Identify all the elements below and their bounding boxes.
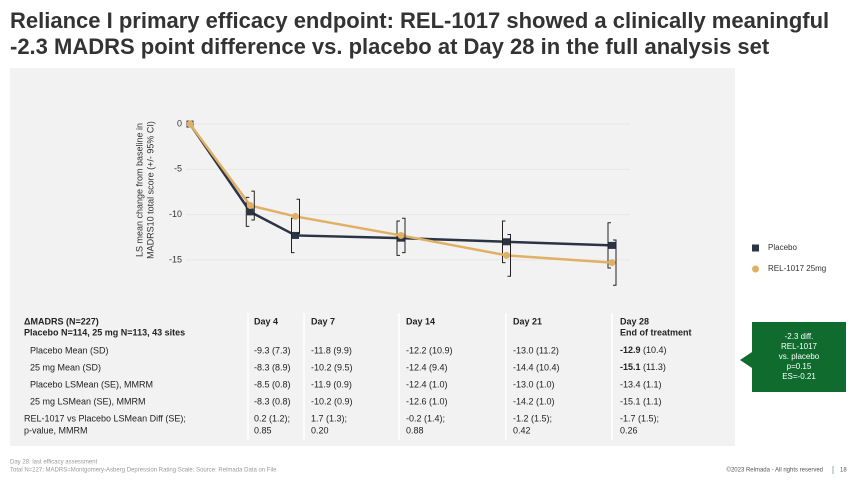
table-cell: 0.26 [620,425,638,435]
legend-marker [752,265,759,273]
point [186,120,194,128]
table-cell: -9.3 (7.3) [254,345,291,355]
table-header: ΔMADRS (N=227) [24,316,99,326]
table-cell: -0.2 (1.4); [406,413,445,423]
legend-label: REL-1017 25mg [768,264,826,273]
table-cell: -8.5 (0.8) [254,379,291,389]
error-bar [396,220,400,256]
series-line [188,123,613,247]
callout-text: vs. placebo [779,352,820,361]
table-cell: Placebo Mean (SD) [30,345,109,355]
table-cell: 0.42 [513,425,531,435]
y-tick-label: -10 [169,209,182,219]
table-cell: -1.7 (1.5); [620,413,659,423]
table-cell: -14.2 (1.0) [513,396,555,406]
error-bar [502,220,506,264]
table-cell-strong: -12.9 [620,345,641,355]
error-bar [245,196,250,227]
table-cell: -1.2 (1.5); [513,413,552,423]
table-cell: Placebo LSMean (SE), MMRM [30,379,153,389]
table-cell: -12.9 (10.4) [620,345,667,355]
point [292,231,299,239]
table-header: Day 21 [513,316,542,326]
table-cell-strong: -15.1 [620,362,641,372]
title: Reliance I primary efficacy endpoint: RE… [10,8,829,33]
title: -2.3 MADRS point difference vs. placebo … [10,34,770,59]
table-header: Day 4 [254,316,278,326]
table-cell: -8.3 (0.8) [254,396,291,406]
table-cell: -15.1 (11.3) [620,362,666,372]
table-cell: 0.85 [254,425,272,435]
y-axis-label-line: LS mean change from baseline in [134,123,144,257]
table-cell: 1.7 (1.3); [311,413,347,423]
error-bar [613,239,617,286]
table-cell: -13.0 (11.2) [513,345,559,355]
error-bar [607,222,611,269]
copyright: ©2023 Relmada - All rights reserved [727,467,823,474]
table-cell-text: (10.4) [643,345,667,355]
point [503,238,510,246]
table-cell: -12.4 (9.4) [406,362,448,372]
legend-marker [752,244,759,252]
error-bar [507,234,511,277]
error-bar [251,190,255,221]
table-cell: 25 mg Mean (SD) [30,362,101,372]
y-tick-label: -15 [169,254,182,264]
table-cell: -12.2 (10.9) [406,345,453,355]
callout-text: p=0.15 [787,362,812,371]
table-header: Day 7 [311,316,335,326]
point [246,208,254,216]
table-cell: -11.9 (0.9) [311,379,352,389]
error-bar [402,217,406,254]
table-cell: -12.4 (1.0) [406,379,448,389]
table-cell: -13.4 (1.1) [620,379,662,389]
table-cell: -11.8 (9.9) [311,345,352,355]
point [608,259,616,267]
legend-label: Placebo [768,243,797,252]
error-bar [296,198,300,235]
callout-text: REL-1017 [781,342,818,351]
callout-text: -2.3 diff. [785,332,814,341]
table-header: Day 28 [620,316,649,326]
table-cell: 0.2 (1.2); [254,413,290,423]
y-axis-label: LS mean change from baseline in MADRS10 t… [134,121,155,259]
callout-box [740,322,846,392]
table-header: Placebo N=114, 25 mg N=113, 43 sites [24,327,185,337]
table-cell: p-value, MMRM [24,425,88,435]
table-cell: REL-1017 vs Placebo LSMean Diff (SE); [24,413,186,423]
table-cell: -10.2 (9.5) [311,362,353,372]
footnote: Day 28: last efficacy assessment [10,460,98,466]
table-cell: -10.2 (0.9) [311,396,353,406]
table-header: Day 14 [406,316,435,326]
point [397,231,405,239]
table-cell: -8.3 (8.9) [254,362,291,372]
footnote: Total N=227; MADRS=Montgomery-Asberg Dep… [10,468,277,474]
callout-text: ES=-0.21 [782,372,816,381]
page-number: 18 [840,468,847,474]
table-cell: 0.20 [311,425,329,435]
y-axis-label-line: MADRS10 total score (+/- 95% CI) [145,121,155,259]
point [292,212,299,220]
table-cell: -15.1 (1.1) [620,396,662,406]
point [246,202,254,210]
series-line [188,123,613,264]
y-tick-label: -5 [174,164,182,174]
panel [10,68,735,446]
table-header: End of treatment [620,327,692,337]
table-cell-text: (11.3) [643,362,666,372]
table-cell: -14.4 (10.4) [513,362,560,372]
table-cell: -13.0 (1.0) [513,379,555,389]
table-cell: 25 mg LSMean (SE), MMRM [30,396,146,406]
y-tick-label: 0 [177,118,182,128]
table-cell: 0.88 [406,425,424,435]
point [608,241,616,249]
table-cell: -12.6 (1.0) [406,396,448,406]
point [503,251,510,259]
